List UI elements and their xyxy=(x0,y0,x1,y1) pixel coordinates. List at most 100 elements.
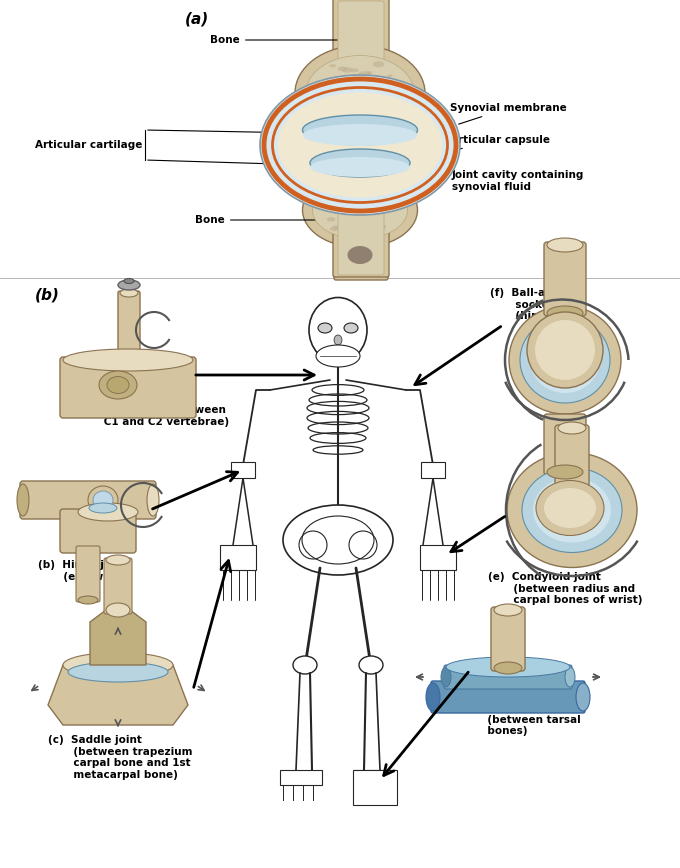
Ellipse shape xyxy=(337,190,342,193)
Ellipse shape xyxy=(382,225,386,227)
Ellipse shape xyxy=(340,187,347,192)
Ellipse shape xyxy=(547,238,583,252)
Ellipse shape xyxy=(373,62,385,67)
Ellipse shape xyxy=(371,80,379,83)
Bar xyxy=(280,770,322,785)
Ellipse shape xyxy=(293,656,317,674)
Ellipse shape xyxy=(520,317,610,403)
FancyBboxPatch shape xyxy=(334,0,388,84)
FancyBboxPatch shape xyxy=(60,357,196,418)
FancyBboxPatch shape xyxy=(431,681,585,713)
Ellipse shape xyxy=(379,116,390,122)
FancyBboxPatch shape xyxy=(444,665,572,689)
Ellipse shape xyxy=(369,115,376,118)
Ellipse shape xyxy=(509,306,621,414)
Ellipse shape xyxy=(373,202,381,206)
Ellipse shape xyxy=(368,210,373,213)
Ellipse shape xyxy=(324,79,331,82)
Ellipse shape xyxy=(358,205,364,207)
Ellipse shape xyxy=(338,208,344,211)
Ellipse shape xyxy=(329,64,336,68)
Ellipse shape xyxy=(303,115,418,145)
Ellipse shape xyxy=(446,657,570,677)
Bar xyxy=(220,545,256,570)
Ellipse shape xyxy=(334,335,342,345)
Ellipse shape xyxy=(326,187,334,191)
Ellipse shape xyxy=(330,227,339,231)
Ellipse shape xyxy=(147,484,159,516)
Ellipse shape xyxy=(63,653,173,678)
Ellipse shape xyxy=(78,503,138,521)
Ellipse shape xyxy=(283,505,393,575)
Ellipse shape xyxy=(380,226,386,229)
Ellipse shape xyxy=(530,327,600,393)
Text: (a)  Pivot joint (between
      C1 and C2 vertebrae): (a) Pivot joint (between C1 and C2 verte… xyxy=(82,405,229,426)
FancyBboxPatch shape xyxy=(333,0,389,92)
FancyBboxPatch shape xyxy=(338,1,384,90)
FancyBboxPatch shape xyxy=(333,198,389,277)
Text: Articular capsule: Articular capsule xyxy=(450,135,550,149)
Bar xyxy=(354,770,396,785)
FancyBboxPatch shape xyxy=(76,546,100,602)
Ellipse shape xyxy=(358,71,370,77)
Ellipse shape xyxy=(78,596,98,604)
FancyBboxPatch shape xyxy=(339,202,383,276)
Ellipse shape xyxy=(426,683,440,711)
Ellipse shape xyxy=(106,603,130,617)
Ellipse shape xyxy=(345,228,354,233)
Ellipse shape xyxy=(106,555,130,565)
Ellipse shape xyxy=(547,465,583,479)
Ellipse shape xyxy=(338,67,347,71)
Text: (e)  Condyloid joint
       (between radius and
       carpal bones of wrist): (e) Condyloid joint (between radius and … xyxy=(488,572,643,605)
Ellipse shape xyxy=(401,108,407,111)
Ellipse shape xyxy=(118,280,140,290)
Ellipse shape xyxy=(342,67,353,73)
FancyBboxPatch shape xyxy=(118,291,140,360)
Ellipse shape xyxy=(89,503,117,513)
Ellipse shape xyxy=(343,78,352,82)
Ellipse shape xyxy=(359,97,364,100)
Ellipse shape xyxy=(366,224,375,228)
Bar xyxy=(353,770,397,805)
Ellipse shape xyxy=(441,667,451,687)
Text: Articular cartilage: Articular cartilage xyxy=(35,140,142,150)
FancyBboxPatch shape xyxy=(491,607,525,671)
Ellipse shape xyxy=(120,289,138,297)
Ellipse shape xyxy=(395,118,406,123)
Ellipse shape xyxy=(353,108,359,111)
Text: (b)  Hinge joint
       (elbow): (b) Hinge joint (elbow) xyxy=(38,560,127,582)
Ellipse shape xyxy=(277,93,443,198)
Ellipse shape xyxy=(303,173,418,247)
Bar xyxy=(420,545,456,570)
Ellipse shape xyxy=(351,69,358,72)
Ellipse shape xyxy=(360,206,364,207)
Ellipse shape xyxy=(369,82,373,84)
Ellipse shape xyxy=(536,481,604,536)
Ellipse shape xyxy=(310,157,410,177)
Ellipse shape xyxy=(371,220,376,223)
FancyBboxPatch shape xyxy=(336,0,386,75)
Ellipse shape xyxy=(313,181,407,239)
Ellipse shape xyxy=(388,197,394,200)
Ellipse shape xyxy=(309,298,367,363)
Ellipse shape xyxy=(507,452,637,568)
Ellipse shape xyxy=(326,201,336,205)
Ellipse shape xyxy=(358,189,363,192)
Polygon shape xyxy=(48,665,188,725)
FancyBboxPatch shape xyxy=(104,558,132,614)
Ellipse shape xyxy=(327,217,335,221)
Ellipse shape xyxy=(378,108,383,110)
FancyBboxPatch shape xyxy=(334,198,388,280)
Ellipse shape xyxy=(361,220,368,224)
Ellipse shape xyxy=(344,323,358,333)
Ellipse shape xyxy=(99,371,137,399)
Ellipse shape xyxy=(306,56,414,130)
Text: Bone: Bone xyxy=(210,35,337,45)
Ellipse shape xyxy=(318,323,332,333)
Ellipse shape xyxy=(387,75,392,77)
Ellipse shape xyxy=(558,422,586,434)
Text: Bone: Bone xyxy=(195,215,337,225)
Ellipse shape xyxy=(315,116,321,119)
Ellipse shape xyxy=(93,491,113,509)
Polygon shape xyxy=(90,610,146,665)
